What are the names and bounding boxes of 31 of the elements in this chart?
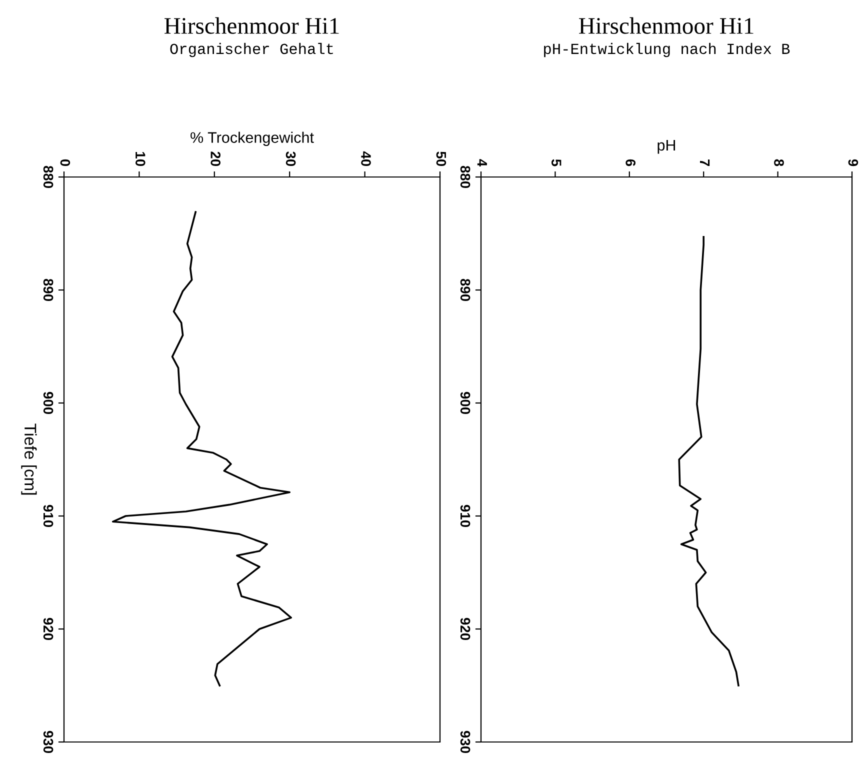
chart-subtitle: Organischer Gehalt — [170, 42, 333, 58]
x-tick-label: 30 — [286, 151, 296, 166]
y-axis-title: Tiefe [cm] — [21, 424, 37, 495]
y-tick-label: 880 — [43, 166, 54, 188]
x-tick-label: 4 — [477, 159, 487, 167]
x-tick-label: 8 — [774, 159, 784, 166]
y-tick-label: 900 — [460, 392, 470, 414]
chart-subtitle: pH-Entwicklung nach Index B — [544, 42, 790, 58]
x-tick-label: 20 — [210, 152, 221, 166]
y-tick-label: 910 — [460, 504, 470, 528]
y-tick-label: 890 — [43, 278, 54, 302]
x-tick-label: 40 — [361, 151, 371, 166]
x-tick-label: 50 — [436, 152, 446, 166]
chart-title: Hirschenmoor Hi1 — [578, 17, 754, 34]
x-axis-title: pH — [658, 140, 676, 154]
y-tick-label: 930 — [460, 730, 470, 754]
y-tick-label: 920 — [460, 618, 470, 640]
y-tick-label: 920 — [43, 618, 54, 640]
x-axis-title: % Trockengewicht — [190, 132, 314, 146]
y-tick-label: 910 — [43, 504, 54, 528]
y-tick-label: 880 — [460, 166, 470, 188]
x-tick-label: 10 — [135, 152, 146, 166]
y-tick-label: 930 — [43, 730, 54, 754]
chart-title: Hirschenmoor Hi1 — [164, 17, 339, 34]
x-tick-label: 0 — [60, 159, 70, 166]
x-tick-label: 5 — [551, 159, 562, 166]
x-tick-label: 9 — [848, 159, 858, 166]
x-tick-label: 7 — [700, 159, 710, 166]
y-tick-label: 890 — [460, 278, 470, 302]
x-tick-label: 6 — [626, 159, 636, 166]
y-tick-label: 900 — [43, 392, 54, 414]
